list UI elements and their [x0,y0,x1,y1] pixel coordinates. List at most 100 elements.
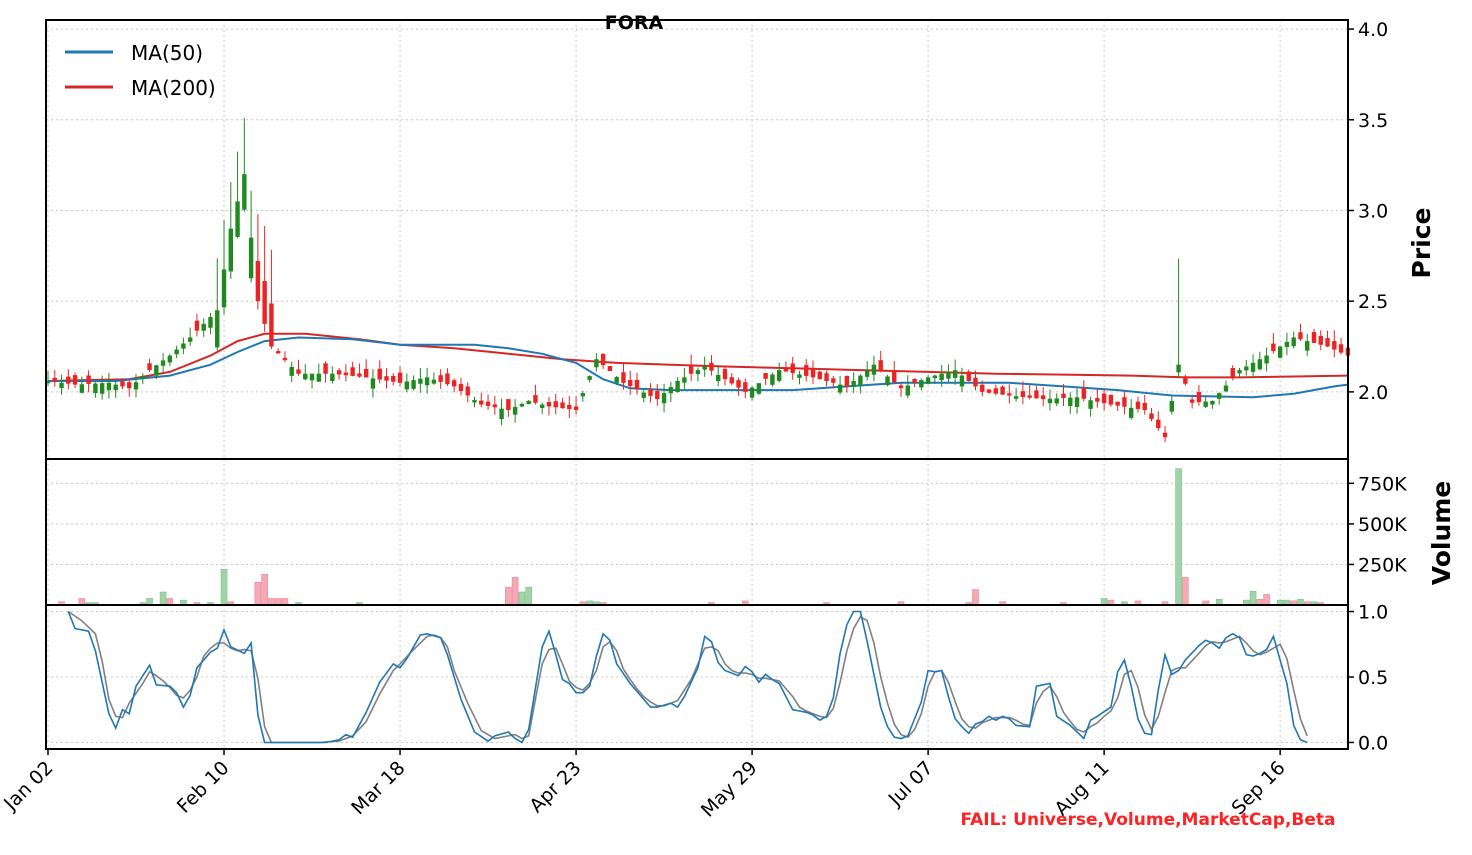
candle-body [397,372,403,383]
candle-body [648,389,653,396]
candle-body [275,351,281,354]
volume-tick-label: 500K [1358,514,1407,536]
candle-body [736,380,741,388]
candle-body [614,376,619,383]
candle-body [783,368,789,372]
candle-body [479,400,484,405]
volume-bars [58,468,1325,606]
candle-body [1122,397,1127,407]
candle-body [1007,393,1012,396]
candle-body [661,393,667,404]
candle-body [1000,386,1005,395]
candle-body [594,359,599,368]
candle-body [1237,370,1242,374]
volume-bar [220,569,228,606]
candle-body [512,406,518,415]
candle-body [377,368,382,380]
candle-body [885,376,890,386]
candle-body [316,373,321,382]
price-tick-label: 3.0 [1358,200,1388,222]
candle-body [526,400,531,405]
candle-body [309,373,315,381]
volume-bar [261,573,268,606]
candle-body [892,371,897,383]
candle-body [573,406,579,411]
candle-body [973,377,978,387]
stoch-tick-label: 0.0 [1358,732,1388,754]
candle-body [1013,396,1019,399]
candle-body [804,365,809,376]
candle-body [1284,341,1290,347]
candle-body [966,371,971,381]
candle-body [634,379,640,390]
candle-body [72,375,78,385]
candle-body [749,387,755,398]
candle-body [675,380,680,393]
candle-body [776,370,782,381]
candle-body [905,385,910,396]
axis-ticks: 2.0 2.5 3.0 3.5 4.0 250K 500K 750K 0.0 0.5 1.0 Jan … [0,19,1407,822]
volume-bar [159,591,167,606]
candle-body [255,260,261,302]
candle-body [154,365,159,376]
candle-body [147,363,152,371]
candle-body [600,353,606,366]
volume-bar [972,589,979,606]
candle-body [1305,341,1310,351]
candle-body [1176,364,1181,373]
candle-body [93,383,98,394]
x-tick-label: Feb 10 [173,757,234,818]
volume-bar [1263,594,1270,606]
candle-body [729,377,734,384]
candle-body [1129,407,1134,418]
candle-body [810,368,816,378]
volume-tick-label: 750K [1358,473,1407,495]
candle-body [743,382,748,392]
candle-body [1095,398,1100,402]
candle-body [79,384,85,393]
candle-body [86,375,91,384]
candle-body [946,371,951,379]
candle-body [722,369,728,380]
stoch-k-line [67,610,1308,744]
candle-body [106,382,112,391]
candle-body [424,377,430,386]
candle-body [553,401,558,408]
ma50-line [48,336,1348,399]
candle-body [323,363,328,374]
candle-body [844,376,850,387]
candle-body [817,371,822,380]
candle-body [465,386,470,396]
volume-bar [1182,577,1189,606]
volume-bar [1249,590,1257,606]
candle-body [242,174,247,210]
x-tick-label: Mar 18 [347,757,409,819]
stochastic-lines [67,610,1308,744]
price-tick-label: 2.5 [1358,291,1388,313]
candle-body [174,349,179,355]
candle-body [540,404,545,408]
candle-body [167,355,173,363]
candle-body [1020,391,1026,397]
candle-body [831,378,836,383]
candle-body [492,404,498,408]
candle-body [1332,340,1337,350]
candle-body [228,228,233,272]
candle-body [289,366,294,376]
panel-frames [45,19,1349,750]
candle-body [824,373,829,381]
candle-body [269,303,274,347]
candle-body [1034,390,1039,399]
candle-body [221,269,227,308]
candle-body [959,375,965,387]
candle-body [702,366,707,370]
price-tick-label: 4.0 [1358,19,1388,41]
candle-body [1061,393,1066,399]
candle-body [1203,401,1208,407]
candle-body [1338,344,1344,353]
candle-body [695,370,701,375]
candle-body [262,281,267,324]
candle-body [763,373,768,379]
stoch-d-line [67,610,1308,744]
